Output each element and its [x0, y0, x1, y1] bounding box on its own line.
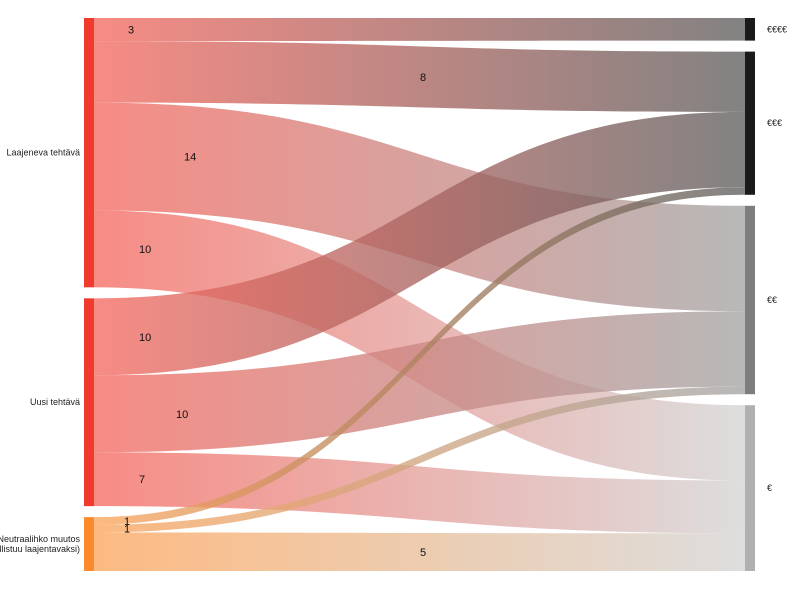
- flow-value-label-uusi-t2: 10: [176, 409, 188, 421]
- flow-value-label-laajeneva-t2: 14: [184, 152, 196, 164]
- flow-value-label-uusi-t3: 10: [139, 332, 151, 344]
- flow-neutraali-t3: [94, 187, 745, 525]
- target-label-t1: €: [767, 483, 772, 493]
- flow-value-label-uusi-t1: 7: [139, 474, 145, 486]
- target-node-t4: [745, 18, 755, 41]
- flow-uusi-t2: [94, 311, 745, 453]
- source-label-neutraali-line-1: Neutraalihko muutos: [0, 534, 80, 544]
- nodes-layer: [84, 18, 755, 571]
- source-label-laajeneva: Laajeneva tehtävä: [6, 148, 80, 158]
- flow-value-label-neutraali-t1: 5: [420, 547, 426, 559]
- target-node-t1: [745, 405, 755, 571]
- source-node-neutraali: [84, 517, 94, 571]
- flow-laajeneva-t3: [94, 41, 745, 112]
- flow-neutraali-t1: [94, 532, 745, 571]
- source-label-uusi: Uusi tehtävä: [30, 397, 80, 407]
- source-label-neutraali-line-2: (kallistuu laajentavaksi): [0, 544, 80, 554]
- flow-neutraali-t2: [94, 386, 745, 533]
- flow-uusi-t3: [94, 111, 745, 376]
- flow-value-label-neutraali-t2: 1: [124, 524, 130, 536]
- target-label-t4: €€€€: [767, 24, 787, 34]
- flow-uusi-t1: [94, 452, 745, 534]
- target-label-t2: €€: [767, 295, 777, 305]
- source-node-laajeneva: [84, 18, 94, 288]
- flow-value-label-laajeneva-t4: 3: [128, 25, 134, 37]
- target-label-t3: €€€: [767, 118, 782, 128]
- target-node-t3: [745, 51, 755, 195]
- target-node-t2: [745, 205, 755, 395]
- flow-value-label-laajeneva-t1: 10: [139, 244, 151, 256]
- flow-value-label-neutraali-t3: 1: [124, 516, 130, 528]
- flow-value-label-laajeneva-t3: 8: [420, 72, 426, 84]
- flow-laajeneva-t4: [94, 18, 745, 42]
- source-node-uusi: [84, 298, 94, 507]
- flows-layer: [94, 18, 745, 571]
- labels-layer: 3 8 14 10 10 10 7 11 5 Laajeneva tehtävä Uusi teht…: [0, 24, 787, 559]
